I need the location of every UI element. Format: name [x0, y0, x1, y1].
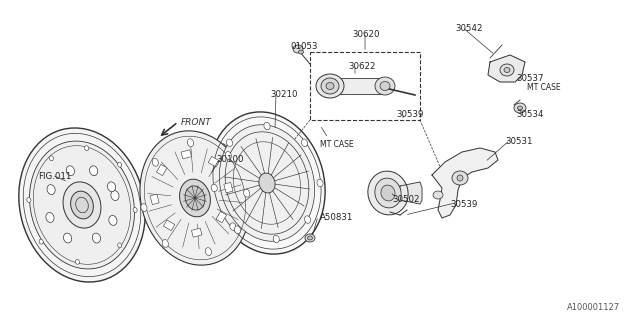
Ellipse shape [220, 125, 315, 241]
Ellipse shape [76, 259, 79, 264]
Text: 30537: 30537 [516, 74, 543, 83]
Ellipse shape [293, 45, 303, 53]
Bar [191, 228, 202, 237]
Polygon shape [432, 148, 498, 218]
Ellipse shape [84, 146, 89, 151]
Ellipse shape [433, 191, 443, 199]
Ellipse shape [29, 141, 134, 269]
Ellipse shape [49, 156, 54, 161]
Polygon shape [488, 55, 525, 82]
Ellipse shape [368, 171, 408, 215]
Ellipse shape [321, 78, 339, 94]
Ellipse shape [298, 50, 303, 54]
Ellipse shape [264, 122, 270, 130]
Bar [163, 220, 175, 231]
Ellipse shape [375, 178, 401, 208]
Ellipse shape [27, 197, 31, 203]
Ellipse shape [118, 162, 122, 167]
Text: 30210: 30210 [270, 90, 298, 99]
Bar [181, 150, 191, 159]
Text: MT CASE: MT CASE [527, 83, 561, 92]
Ellipse shape [375, 77, 395, 95]
Text: 30620: 30620 [352, 30, 380, 39]
Ellipse shape [162, 239, 168, 247]
Ellipse shape [211, 184, 217, 192]
Ellipse shape [209, 112, 325, 254]
Ellipse shape [92, 233, 100, 243]
Polygon shape [400, 182, 422, 204]
Ellipse shape [133, 207, 137, 212]
Ellipse shape [185, 186, 205, 210]
Ellipse shape [140, 131, 250, 265]
Ellipse shape [90, 166, 98, 176]
Ellipse shape [380, 82, 390, 91]
Text: 30539: 30539 [396, 110, 424, 119]
Bar [208, 156, 220, 167]
Text: FIG.011: FIG.011 [38, 172, 72, 181]
Text: 30502: 30502 [392, 195, 419, 204]
Text: 30622: 30622 [348, 62, 376, 71]
Ellipse shape [230, 223, 236, 230]
Ellipse shape [259, 173, 275, 193]
Ellipse shape [381, 185, 395, 201]
Ellipse shape [67, 166, 74, 176]
Text: 01053: 01053 [290, 42, 317, 51]
Text: 30534: 30534 [516, 110, 543, 119]
Ellipse shape [188, 139, 193, 147]
Bar [224, 182, 233, 193]
Text: 30531: 30531 [505, 137, 532, 146]
Ellipse shape [457, 175, 463, 181]
Bar [216, 212, 227, 223]
Ellipse shape [108, 182, 116, 192]
Ellipse shape [63, 182, 101, 228]
Bar [156, 164, 167, 176]
Ellipse shape [205, 248, 211, 256]
Ellipse shape [305, 216, 310, 223]
Text: 30542: 30542 [455, 24, 483, 33]
Ellipse shape [47, 185, 55, 195]
Ellipse shape [118, 243, 122, 248]
Bar [330, 78, 385, 94]
Ellipse shape [244, 189, 250, 197]
Ellipse shape [316, 74, 344, 98]
Text: FRONT: FRONT [181, 118, 212, 127]
Ellipse shape [46, 212, 54, 222]
Ellipse shape [504, 68, 510, 73]
Ellipse shape [63, 233, 72, 243]
Ellipse shape [180, 179, 211, 217]
Text: 30539: 30539 [450, 200, 477, 209]
Bar [150, 194, 159, 204]
Bar [310, 52, 420, 120]
Ellipse shape [152, 158, 158, 166]
Text: A100001127: A100001127 [567, 303, 620, 312]
Ellipse shape [227, 139, 232, 147]
Ellipse shape [109, 215, 117, 225]
Ellipse shape [326, 83, 334, 90]
Ellipse shape [234, 226, 241, 234]
Text: MT CASE: MT CASE [320, 140, 354, 149]
Ellipse shape [305, 234, 315, 242]
Ellipse shape [70, 191, 93, 219]
Ellipse shape [301, 139, 308, 147]
Ellipse shape [19, 128, 145, 282]
Ellipse shape [518, 106, 522, 110]
Ellipse shape [273, 235, 279, 243]
Text: A50831: A50831 [320, 213, 353, 222]
Ellipse shape [452, 171, 468, 185]
Text: 30100: 30100 [216, 155, 243, 164]
Ellipse shape [141, 204, 147, 212]
Ellipse shape [39, 239, 43, 244]
Ellipse shape [514, 103, 526, 113]
Ellipse shape [225, 152, 232, 159]
Ellipse shape [111, 191, 119, 201]
Ellipse shape [317, 179, 323, 187]
Ellipse shape [307, 236, 312, 240]
Ellipse shape [500, 64, 514, 76]
